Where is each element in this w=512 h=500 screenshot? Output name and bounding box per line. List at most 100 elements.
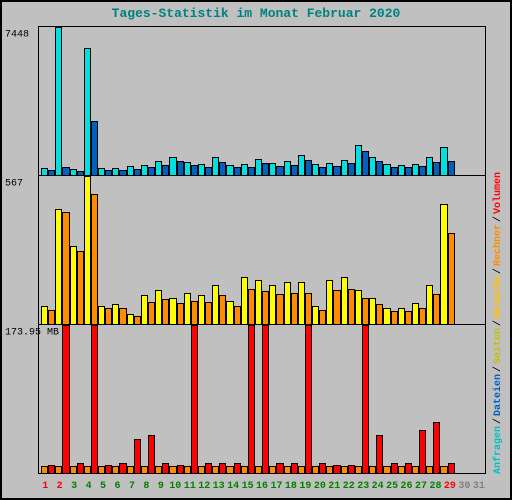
x-tick: 11: [183, 481, 197, 492]
bar-dateien: [319, 167, 326, 175]
day-slot: [383, 176, 397, 324]
bar-rechner: [198, 466, 205, 473]
bar-besuche: [248, 289, 255, 324]
day-slot: [112, 325, 126, 473]
day-slot: [212, 176, 226, 324]
bar-besuche: [333, 290, 340, 324]
x-tick: 14: [226, 481, 240, 492]
day-slot: [155, 176, 169, 324]
x-tick: 27: [414, 481, 428, 492]
bar-anfragen: [398, 165, 405, 175]
day-slot: [269, 176, 283, 324]
day-slot: [440, 176, 454, 324]
day-slot: [269, 325, 283, 473]
legend-item: Seiten: [493, 328, 504, 364]
day-slot: [169, 176, 183, 324]
bar-rechner: [212, 466, 219, 473]
bar-volumen: [162, 463, 169, 473]
bar-besuche: [162, 299, 169, 324]
bar-seiten: [426, 285, 433, 324]
day-slot: [355, 325, 369, 473]
day-slot: [398, 27, 412, 175]
bar-volumen: [433, 422, 440, 473]
bar-rechner: [355, 466, 362, 473]
bar-besuche: [362, 298, 369, 324]
day-slot: [127, 27, 141, 175]
bar-anfragen: [127, 166, 134, 175]
day-slot: [412, 325, 426, 473]
x-tick: 1: [38, 481, 52, 492]
day-slot: [141, 325, 155, 473]
day-slot: [369, 27, 383, 175]
x-tick: 29: [443, 481, 457, 492]
y-label: 567: [5, 179, 23, 190]
x-tick: 15: [240, 481, 254, 492]
x-axis: 1234567891011121314151617181920212223242…: [38, 481, 486, 492]
bar-anfragen: [269, 163, 276, 175]
bar-besuche: [262, 291, 269, 324]
bar-seiten: [184, 293, 191, 324]
day-slot: [469, 176, 483, 324]
bar-besuche: [376, 304, 383, 324]
day-slot: [326, 325, 340, 473]
legend-separator: /: [493, 366, 504, 372]
day-slot: [341, 176, 355, 324]
bar-besuche: [448, 233, 455, 324]
x-tick: 18: [284, 481, 298, 492]
bar-anfragen: [440, 147, 447, 175]
bar-besuche: [319, 310, 326, 324]
day-slot: [98, 325, 112, 473]
bar-volumen: [405, 463, 412, 473]
day-slot: [84, 176, 98, 324]
bar-seiten: [440, 204, 447, 324]
bar-anfragen: [98, 168, 105, 175]
bar-dateien: [333, 166, 340, 175]
bar-dateien: [248, 167, 255, 175]
legend-separator: /: [493, 418, 504, 424]
bar-rechner: [241, 466, 248, 473]
day-slot: [326, 176, 340, 324]
day-slot: [284, 27, 298, 175]
day-slot: [298, 325, 312, 473]
bar-rechner: [70, 466, 77, 473]
legend-item: Anfragen: [493, 426, 504, 474]
bar-seiten: [212, 285, 219, 324]
bar-dateien: [177, 161, 184, 175]
bar-volumen: [77, 463, 84, 473]
bar-seiten: [298, 282, 305, 324]
bar-rechner: [169, 466, 176, 473]
bar-dateien: [234, 167, 241, 175]
panel-top: 7448: [38, 26, 486, 175]
x-tick: 19: [298, 481, 312, 492]
bar-seiten: [369, 298, 376, 324]
bar-volumen: [305, 325, 312, 473]
x-tick: 5: [96, 481, 110, 492]
bar-anfragen: [212, 157, 219, 175]
day-slot: [198, 325, 212, 473]
bar-volumen: [248, 325, 255, 473]
bar-volumen: [91, 325, 98, 473]
bar-rechner: [369, 466, 376, 473]
bar-seiten: [269, 285, 276, 324]
day-slot: [312, 176, 326, 324]
bar-anfragen: [84, 48, 91, 175]
x-tick: 26: [399, 481, 413, 492]
x-tick: 17: [269, 481, 283, 492]
bar-seiten: [226, 301, 233, 324]
day-slot: [355, 27, 369, 175]
bar-dateien: [205, 167, 212, 175]
bar-besuche: [291, 293, 298, 324]
day-slot: [127, 325, 141, 473]
bar-volumen: [234, 463, 241, 473]
bar-anfragen: [355, 145, 362, 175]
bar-seiten: [326, 280, 333, 324]
bar-rechner: [426, 466, 433, 473]
bar-anfragen: [298, 155, 305, 175]
legend-separator: /: [493, 216, 504, 222]
legend-separator: /: [493, 268, 504, 274]
day-slot: [426, 176, 440, 324]
bar-seiten: [70, 246, 77, 324]
x-tick: 9: [154, 481, 168, 492]
bar-seiten: [398, 308, 405, 324]
legend-item: Rechner: [493, 224, 504, 266]
